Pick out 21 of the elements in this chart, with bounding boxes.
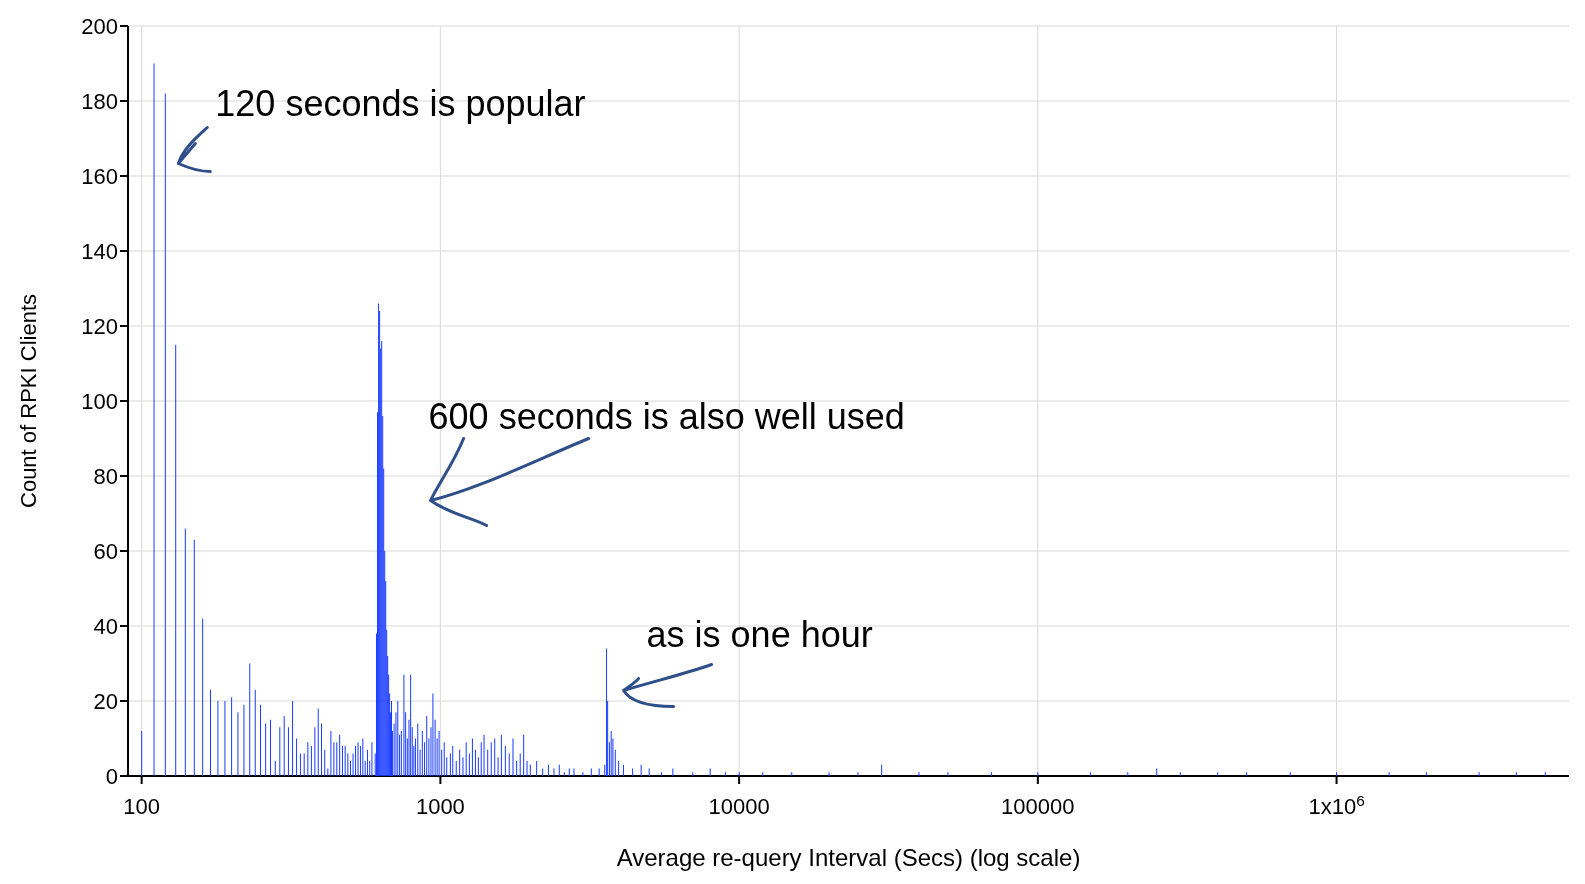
annotation: 120 seconds is popular: [215, 82, 586, 124]
y-tick-label: 200: [81, 13, 118, 39]
y-tick-label: 140: [81, 238, 118, 264]
x-tick-label: 10000: [708, 794, 770, 819]
y-tick-label: 80: [93, 463, 118, 489]
y-tick-label: 20: [93, 688, 118, 714]
y-tick-label: 100: [81, 388, 118, 414]
y-tick-label: 120: [81, 313, 118, 339]
x-tick-label: 1x10$^{6}$: [1308, 791, 1365, 819]
y-tick-label: 60: [93, 538, 118, 564]
annotation: 600 seconds is also well used: [428, 395, 905, 437]
x-tick-label: 100: [123, 794, 161, 819]
y-tick-label: 40: [93, 613, 118, 639]
y-tick-label: 180: [81, 88, 118, 114]
x-tick-label: 1000: [415, 794, 465, 819]
x-axis-title: Average re-query Interval (Secs) (log scale): [616, 844, 1081, 871]
annotation: as is one hour: [646, 613, 873, 655]
x-tick-label: 100000: [1001, 794, 1075, 819]
y-tick-label: 160: [81, 163, 118, 189]
y-axis-title: Count of RPKI Clients: [15, 294, 41, 508]
y-tick-label: 0: [105, 763, 118, 789]
